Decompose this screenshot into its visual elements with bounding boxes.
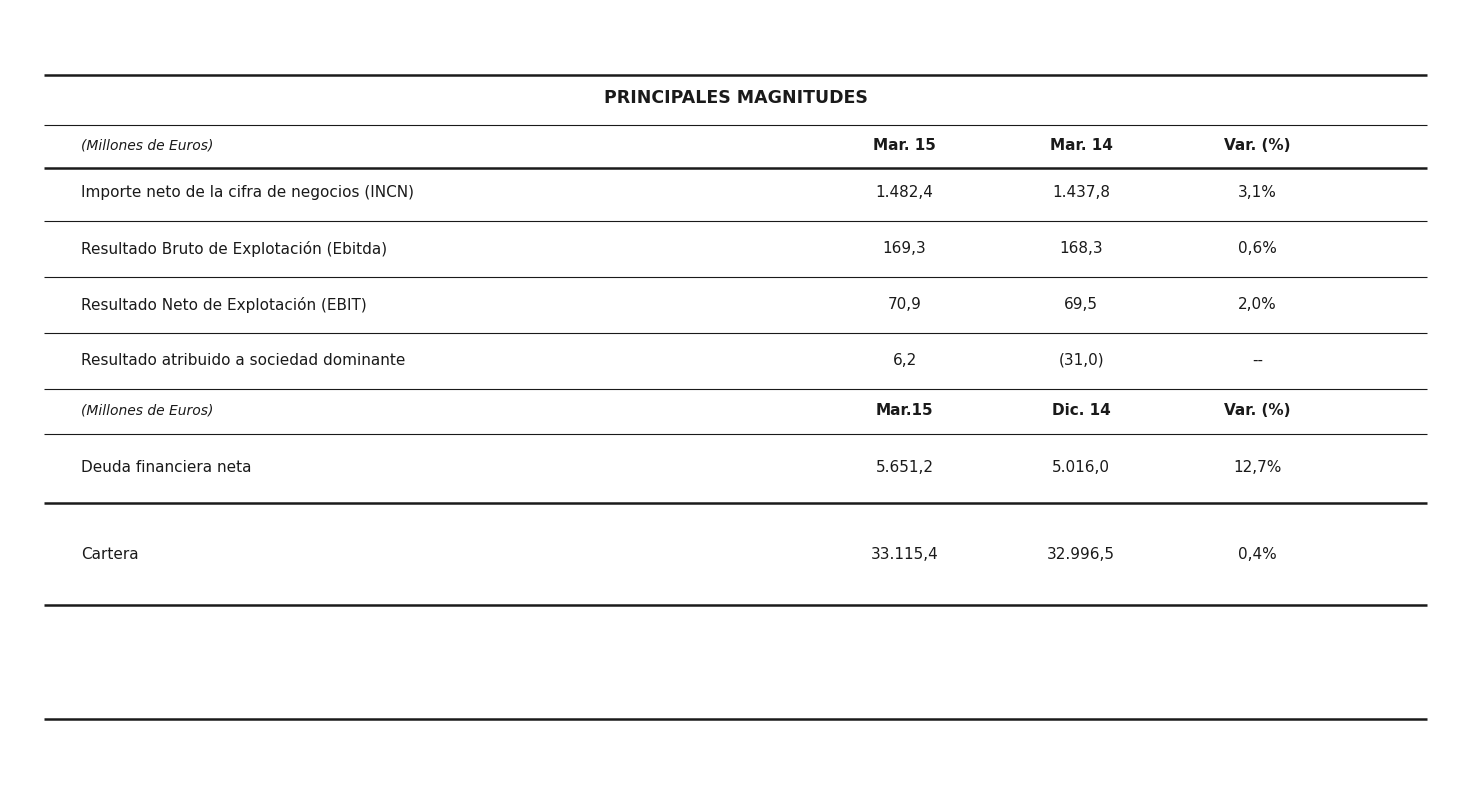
Text: 5.651,2: 5.651,2 xyxy=(875,461,934,475)
Text: 3,1%: 3,1% xyxy=(1239,186,1277,200)
Text: Mar.15: Mar.15 xyxy=(875,403,934,418)
Text: 0,6%: 0,6% xyxy=(1239,241,1277,256)
Text: Deuda financiera neta: Deuda financiera neta xyxy=(81,461,252,475)
Text: 169,3: 169,3 xyxy=(883,241,927,256)
Text: Resultado Bruto de Explotación (Ebitda): Resultado Bruto de Explotación (Ebitda) xyxy=(81,241,387,256)
Text: (31,0): (31,0) xyxy=(1058,353,1105,368)
Text: Mar. 15: Mar. 15 xyxy=(874,138,936,152)
Text: 0,4%: 0,4% xyxy=(1239,547,1277,561)
Text: Resultado Neto de Explotación (EBIT): Resultado Neto de Explotación (EBIT) xyxy=(81,297,366,313)
Text: Dic. 14: Dic. 14 xyxy=(1052,403,1111,418)
Text: 6,2: 6,2 xyxy=(893,353,916,368)
Text: Importe neto de la cifra de negocios (INCN): Importe neto de la cifra de negocios (IN… xyxy=(81,186,413,200)
Text: 69,5: 69,5 xyxy=(1064,298,1099,312)
Text: Mar. 14: Mar. 14 xyxy=(1050,138,1112,152)
Text: 2,0%: 2,0% xyxy=(1239,298,1277,312)
Text: 5.016,0: 5.016,0 xyxy=(1052,461,1111,475)
Text: 12,7%: 12,7% xyxy=(1234,461,1281,475)
Text: Cartera: Cartera xyxy=(81,547,138,561)
Text: 33.115,4: 33.115,4 xyxy=(871,547,938,561)
Text: 1.482,4: 1.482,4 xyxy=(875,186,934,200)
Text: (Millones de Euros): (Millones de Euros) xyxy=(81,403,213,418)
Text: 32.996,5: 32.996,5 xyxy=(1047,547,1115,561)
Text: PRINCIPALES MAGNITUDES: PRINCIPALES MAGNITUDES xyxy=(603,90,868,107)
Text: --: -- xyxy=(1252,353,1264,368)
Text: Var. (%): Var. (%) xyxy=(1224,403,1292,418)
Text: 168,3: 168,3 xyxy=(1059,241,1103,256)
Text: 1.437,8: 1.437,8 xyxy=(1052,186,1111,200)
Text: Var. (%): Var. (%) xyxy=(1224,138,1292,152)
Text: 70,9: 70,9 xyxy=(887,298,922,312)
Text: Resultado atribuido a sociedad dominante: Resultado atribuido a sociedad dominante xyxy=(81,353,406,368)
Text: (Millones de Euros): (Millones de Euros) xyxy=(81,138,213,152)
